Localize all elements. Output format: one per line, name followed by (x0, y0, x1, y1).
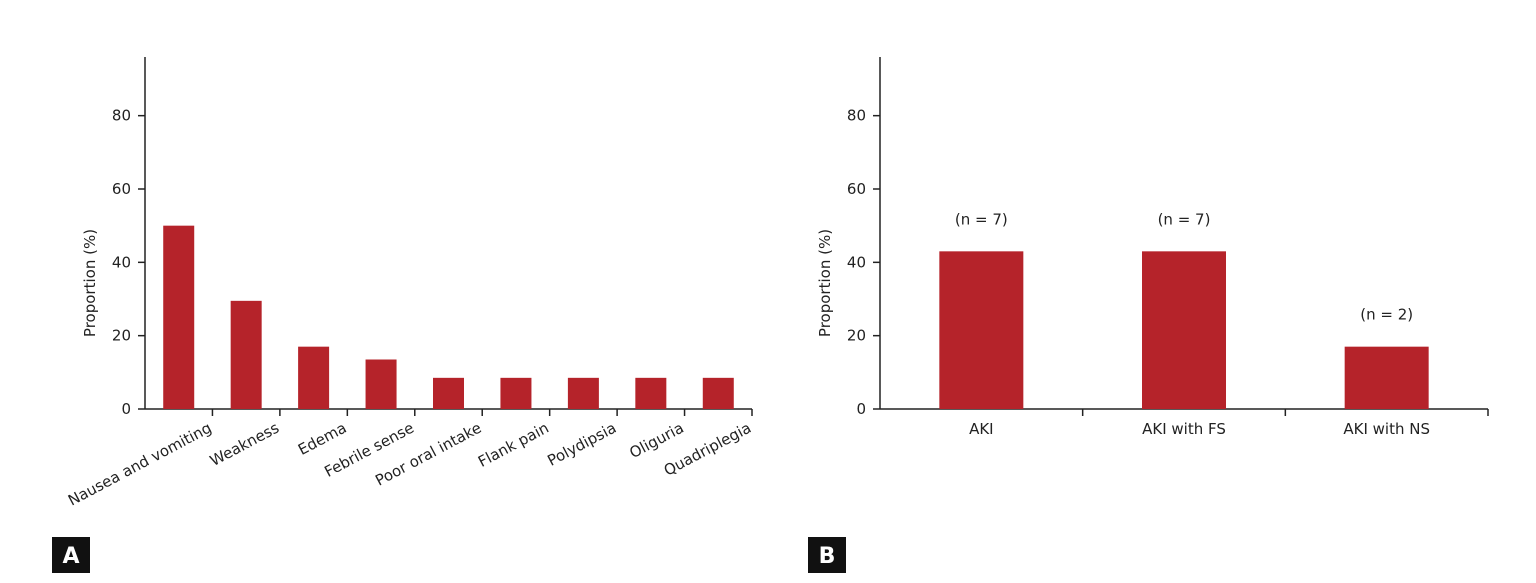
x-tick-label: AKI with FS (1142, 420, 1226, 438)
x-tick-label: AKI with NS (1343, 420, 1430, 438)
x-tick-label: Flank pain (475, 419, 552, 471)
x-tick-label: Weakness (207, 419, 282, 470)
y-axis-label: Proportion (%) (816, 229, 834, 337)
panel-label: B (819, 544, 836, 569)
y-tick-label: 80 (847, 107, 866, 125)
bar-label: (n = 2) (1360, 306, 1413, 324)
bar (230, 300, 262, 409)
bar-label: (n = 7) (955, 210, 1008, 228)
y-tick-label: 80 (112, 107, 131, 125)
bar-label: (n = 7) (1158, 210, 1211, 228)
panel-label-box (808, 537, 846, 573)
y-tick-label: 60 (112, 180, 131, 198)
bar (433, 377, 464, 409)
x-tick-label: AKI (969, 420, 994, 438)
y-tick-label: 0 (856, 400, 866, 418)
bar (1142, 251, 1226, 409)
y-tick-label: 20 (112, 327, 131, 345)
y-tick-label: 40 (112, 253, 131, 271)
bar (500, 377, 532, 409)
panel-label-box (52, 537, 90, 573)
bar (702, 377, 734, 409)
y-tick-label: 40 (847, 253, 866, 271)
bar (567, 377, 599, 409)
bar (635, 377, 667, 409)
y-tick-label: 0 (121, 400, 131, 418)
x-tick-label: Nausea and vomiting (65, 419, 215, 510)
bar (298, 346, 330, 409)
bar (163, 225, 195, 409)
bar (365, 359, 397, 409)
bar (939, 251, 1024, 409)
y-tick-label: 20 (847, 327, 866, 345)
x-tick-label: Polydipsia (544, 419, 619, 470)
y-axis-label: Proportion (%) (81, 229, 99, 337)
y-tick-label: 60 (847, 180, 866, 198)
x-tick-label: Edema (295, 419, 349, 459)
panel-label: A (62, 544, 79, 569)
bar (1344, 346, 1429, 409)
